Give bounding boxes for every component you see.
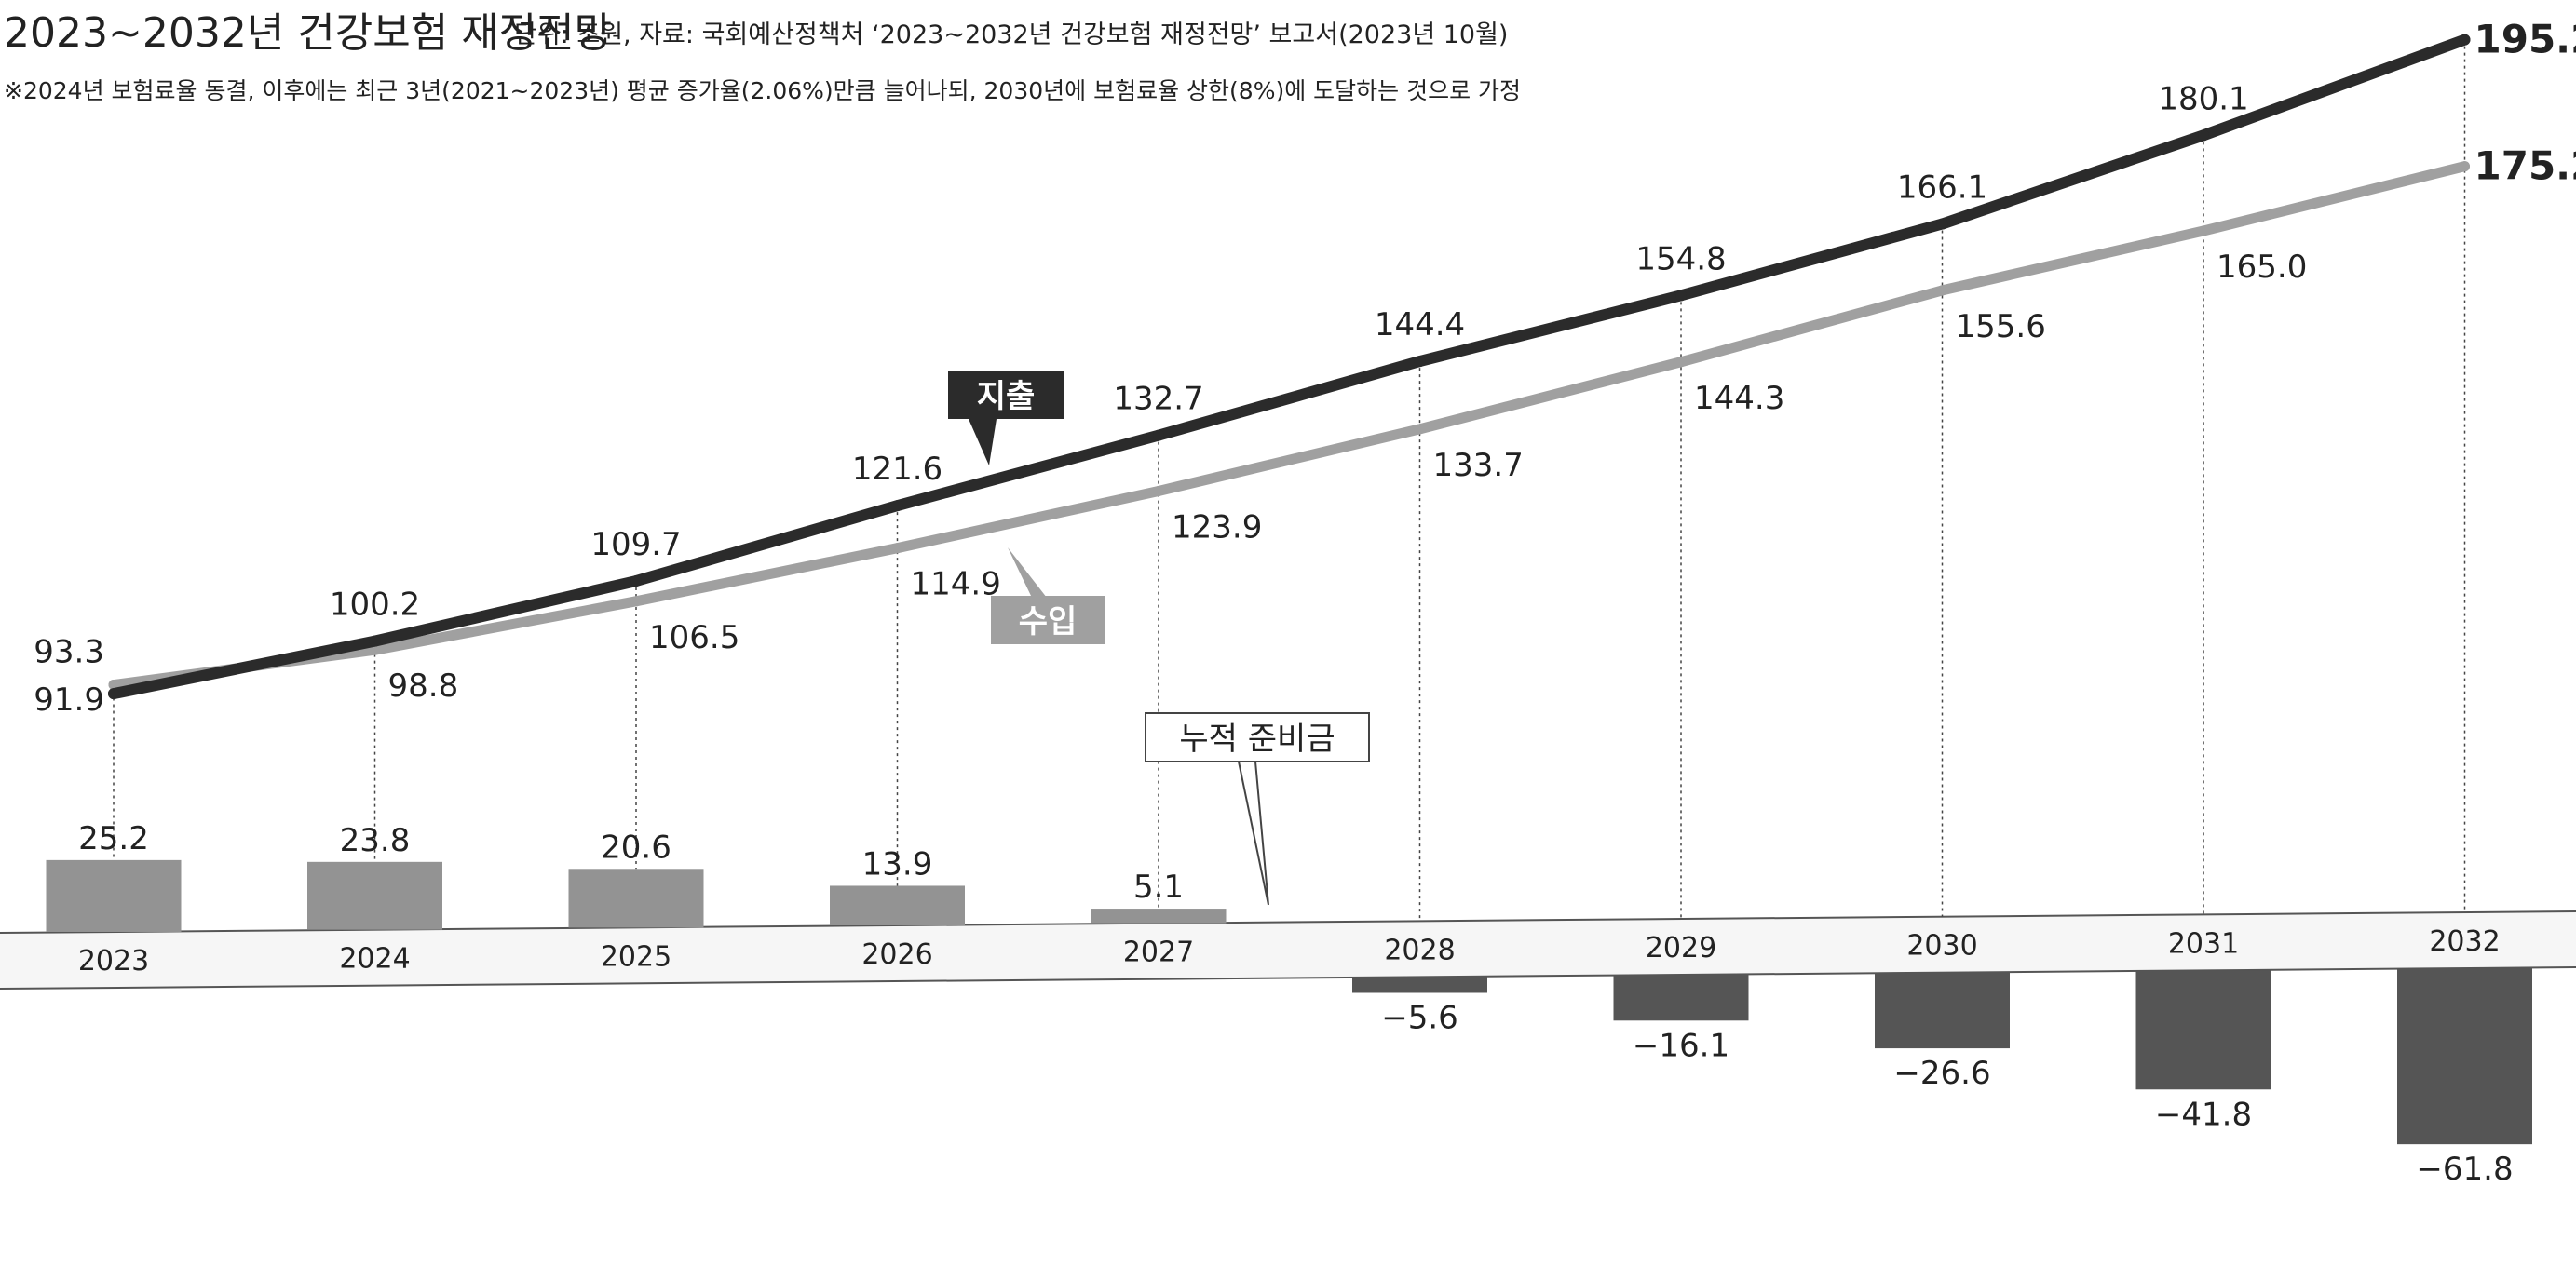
reserve-bar-label: −61.8: [2416, 1151, 2513, 1188]
revenue-line-point: [2460, 161, 2470, 171]
x-tick-label: 2032: [2429, 925, 2500, 958]
chart-subtitle: 단위: 조원, 자료: 국회예산정책처 ‘2023~2032년 건강보험 재정전…: [514, 20, 1508, 49]
reserve-bar-label: −41.8: [2155, 1096, 2252, 1133]
expenditure-line: [114, 40, 2465, 694]
expenditure-value-label: 121.6: [852, 451, 942, 488]
reserve-bar: [1614, 975, 1749, 1020]
reserve-bar-label: 13.9: [862, 845, 933, 883]
reserve-bar: [569, 869, 704, 927]
expenditure-value-label: 180.1: [2158, 80, 2248, 117]
x-tick-label: 2028: [1384, 934, 1455, 966]
expenditure-line-point: [108, 688, 119, 699]
reserve-bar-label: −26.6: [1893, 1055, 1990, 1092]
revenue-value-label: 144.3: [1694, 380, 1784, 417]
reserve-bar: [2397, 968, 2532, 1144]
reserve-bar: [1875, 973, 2010, 1048]
revenue-value-label: 123.9: [1172, 508, 1262, 546]
reserve-bar-label: −16.1: [1633, 1027, 1729, 1064]
reserve-callout-pointer: [1239, 762, 1268, 905]
reserve-bar-label: 20.6: [601, 829, 671, 866]
reserve-bar-label: 25.2: [78, 820, 149, 857]
revenue-value-label: 165.0: [2217, 249, 2307, 286]
revenue-line-point: [892, 543, 902, 553]
revenue-value-label: 98.8: [388, 667, 459, 705]
x-tick-label: 2031: [2168, 927, 2239, 960]
expenditure-value-label: 166.1: [1897, 169, 1987, 207]
x-tick-label: 2025: [601, 940, 671, 973]
revenue-line-point: [1937, 285, 1947, 295]
expenditure-tag-label: 지출: [977, 378, 1036, 415]
revenue-value-label: 155.6: [1956, 308, 2046, 345]
reserve-bar: [1352, 977, 1487, 992]
reserve-bar: [2136, 970, 2271, 1089]
expenditure-line-point: [1153, 430, 1164, 441]
expenditure-tag-pointer: [969, 419, 997, 465]
revenue-line-point: [2199, 226, 2209, 236]
revenue-value-label: 133.7: [1433, 447, 1524, 484]
expenditure-line-point: [1937, 219, 1948, 230]
x-tick-label: 2024: [339, 943, 410, 976]
x-tick-label: 2029: [1646, 932, 1716, 964]
reserve-bar-label: 23.8: [340, 822, 411, 859]
x-tick-label: 2026: [861, 938, 932, 971]
x-tick-label: 2027: [1123, 937, 1194, 969]
revenue-tag-label: 수입: [1019, 603, 1078, 640]
x-tick-label: 2023: [78, 945, 149, 978]
revenue-line-point: [1676, 357, 1687, 367]
expenditure-value-label: 100.2: [330, 587, 420, 624]
revenue-line-point: [1154, 486, 1164, 496]
reserve-bar: [830, 885, 965, 925]
revenue-tag-pointer: [1008, 547, 1047, 598]
expenditure-line-point: [1415, 356, 1426, 367]
revenue-value-label: 175.2: [2474, 143, 2576, 189]
chart-note: ※2024년 보험료율 동결, 이후에는 최근 3년(2021~2023년) 평…: [4, 77, 1521, 104]
expenditure-line-point: [892, 500, 903, 511]
reserve-bar: [1091, 909, 1227, 924]
reserve-callout-label: 누적 준비금: [1179, 721, 1335, 758]
revenue-value-label: 114.9: [911, 566, 1001, 603]
revenue-line: [114, 167, 2465, 685]
reserve-bar-label: −5.6: [1381, 999, 1458, 1036]
reserve-bar: [47, 860, 182, 932]
revenue-value-label: 106.5: [649, 619, 739, 656]
expenditure-value-label: 154.8: [1635, 240, 1726, 277]
reserve-bar-label: 5.1: [1133, 869, 1184, 906]
revenue-line-point: [631, 596, 642, 606]
expenditure-line-point: [1675, 290, 1687, 301]
expenditure-value-label: 195.2: [2474, 17, 2576, 62]
expenditure-line-point: [630, 575, 642, 587]
expenditure-value-label: 109.7: [590, 526, 681, 563]
expenditure-line-point: [2198, 129, 2209, 141]
expenditure-value-label: 91.9: [34, 681, 104, 719]
revenue-value-label: 93.3: [34, 634, 104, 671]
expenditure-line-point: [370, 636, 381, 647]
reserve-bar: [307, 862, 442, 930]
revenue-line-point: [1415, 424, 1425, 434]
expenditure-line-point: [2460, 34, 2471, 46]
x-tick-label: 2030: [1906, 930, 1977, 963]
expenditure-value-label: 132.7: [1113, 381, 1203, 418]
expenditure-value-label: 144.4: [1375, 306, 1465, 344]
